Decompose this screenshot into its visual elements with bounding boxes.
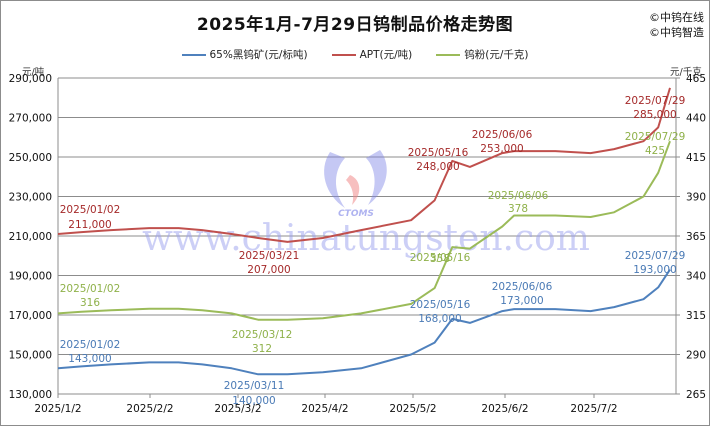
right-tick-label: 290 (686, 350, 706, 362)
watermark: CTOMS www.chinatungsten.com (142, 150, 590, 259)
ctoms-logo-icon-right (366, 150, 387, 205)
right-tick-label: 440 (686, 113, 706, 125)
chart-title: 2025年1月-7月29日钨制品价格走势图 (196, 15, 514, 35)
right-tick-label: 415 (686, 152, 706, 164)
annotation-value: 378 (508, 203, 528, 215)
right-tick-label: 365 (686, 231, 706, 243)
annotation-value: 173,000 (500, 295, 543, 307)
legend-label-ore: 65%黑钨矿(元/标吨) (209, 49, 308, 61)
annotation-date: 2025/06/06 (492, 281, 553, 293)
legend-swatch-ore (181, 53, 206, 56)
legend-item-ore: 65%黑钨矿(元/标吨) (181, 47, 308, 62)
annotation-date: 2025/07/29 (625, 250, 686, 262)
annotation-value: 312 (252, 343, 272, 355)
annotation-date: 2025/03/21 (239, 250, 300, 262)
left-tick-label: 170,000 (9, 310, 52, 322)
left-tick-label: 270,000 (9, 113, 52, 125)
annotation-value: 285,000 (633, 109, 676, 121)
brand-credits: ©中钨在线 ©中钨智造 (649, 10, 704, 40)
left-tick-label: 230,000 (9, 192, 52, 204)
annotation-value: 316 (80, 297, 100, 309)
gridlines (58, 77, 676, 395)
annotation-value: 193,000 (633, 264, 676, 276)
annotation-date: 2025/05/16 (410, 252, 471, 264)
legend-label-apt: APT(元/吨) (359, 49, 413, 61)
annotation-value: 253,000 (480, 143, 523, 155)
left-tick-label: 250,000 (9, 152, 52, 164)
brand-line-1: ©中钨在线 (649, 11, 704, 24)
right-tick-label: 340 (686, 271, 706, 283)
annotation-value: 207,000 (247, 264, 290, 276)
annotation-value: 358 (430, 253, 450, 265)
left-axis-unit: 元/吨 (22, 67, 45, 78)
series-line (57, 269, 671, 376)
annotation-value: 140,000 (232, 395, 275, 407)
ctoms-logo-icon (324, 152, 345, 208)
right-tick-label: 390 (686, 192, 706, 204)
right-tick-label: 265 (686, 389, 706, 401)
legend-swatch-powder (436, 53, 461, 56)
annotation-date: 2025/01/02 (60, 204, 121, 216)
left-tick-label: 190,000 (9, 271, 52, 283)
x-tick-label: 2025/1/2 (34, 403, 81, 415)
x-tick-label: 2025/6/2 (481, 403, 528, 415)
x-tick-label: 2025/4/2 (301, 403, 348, 415)
series-lines (57, 87, 671, 376)
annotation-date: 2025/07/29 (625, 131, 686, 143)
legend-label-powder: 钨粉(元/千克) (464, 49, 529, 61)
annotation-value: 168,000 (418, 313, 461, 325)
annotation-date: 2025/05/16 (408, 147, 469, 159)
series-line (57, 87, 671, 243)
ctoms-logo-icon-center (346, 175, 360, 205)
left-tick-label: 150,000 (9, 350, 52, 362)
annotation-value: 143,000 (68, 353, 111, 365)
left-tick-label: 290,000 (9, 73, 52, 85)
annotation-date: 2025/07/29 (625, 95, 686, 107)
legend-item-powder: 钨粉(元/千克) (436, 47, 528, 62)
axes: 290,000 465 270,000 440 250,000 415 230,000 390… (9, 73, 706, 415)
left-tick-label: 130,000 (9, 389, 52, 401)
annotation-value: 425 (645, 145, 665, 157)
x-tick-label: 2025/7/2 (570, 403, 617, 415)
left-tick-label: 210,000 (9, 231, 52, 243)
annotation-date: 2025/01/02 (60, 339, 121, 351)
annotation-date: 2025/06/06 (488, 190, 549, 202)
annotation-date: 2025/05/16 (410, 299, 471, 311)
logo-text: CTOMS (338, 209, 374, 219)
chart-legend: 65%黑钨矿(元/标吨) APT(元/吨) 钨粉(元/千克) (0, 47, 710, 62)
data-labels: 2025/01/02 211,000 2025/03/21 207,000 2025/0… (60, 95, 686, 407)
legend-item-apt: APT(元/吨) (331, 47, 413, 62)
watermark-text: www.chinatungsten.com (142, 218, 590, 259)
annotation-date: 2025/03/11 (224, 380, 285, 392)
annotation-value: 211,000 (68, 219, 111, 231)
brand-line-2: ©中钨智造 (649, 26, 704, 39)
right-tick-label: 315 (686, 310, 706, 322)
x-tick-label: 2025/5/2 (389, 403, 436, 415)
annotation-date: 2025/06/06 (472, 129, 533, 141)
annotation-date: 2025/03/12 (232, 329, 293, 341)
x-tick-label: 2025/3/2 (214, 403, 261, 415)
annotation-value: 248,000 (416, 161, 459, 173)
annotation-date: 2025/01/02 (60, 283, 121, 295)
series-line (57, 140, 671, 321)
right-axis-unit: 元/千克 (670, 67, 702, 78)
x-tick-label: 2025/2/2 (126, 403, 173, 415)
legend-swatch-apt (331, 53, 356, 56)
right-tick-label: 465 (686, 73, 706, 85)
